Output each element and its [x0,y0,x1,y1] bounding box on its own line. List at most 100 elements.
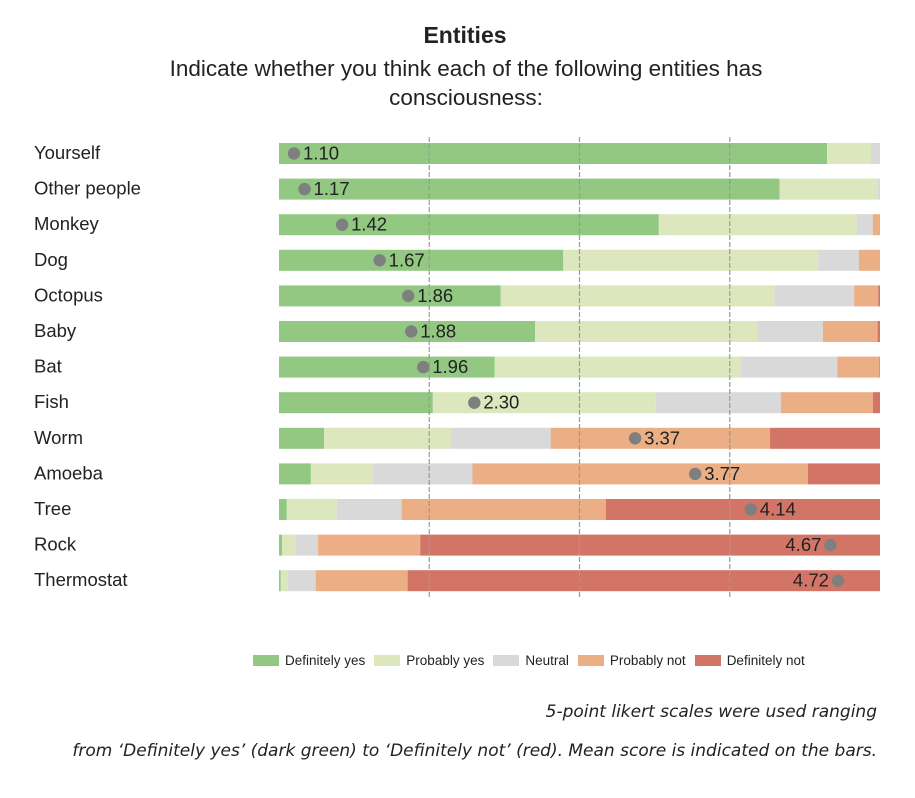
mean-marker [824,538,837,552]
category-label: Tree [34,498,71,519]
legend-swatch [577,655,604,666]
bar-segment-probably-yes [500,285,775,307]
bar-segment-definitely-not [407,570,880,592]
category-label: Fish [34,391,69,412]
bar-segment-probably-not [318,534,421,556]
category-label: Rock [34,534,77,555]
mean-label: 4.14 [760,499,796,520]
bar-segment-neutral [818,249,859,271]
bar-segment-probably-yes [494,356,741,378]
bar-segment-probably-yes [280,570,289,592]
legend-label: Probably yes [406,653,485,668]
mean-marker [831,574,845,587]
bar-segment-probably-not [472,463,808,485]
mean-marker [373,254,386,267]
chart-subtitle: Indicate whether you think each of the f… [169,56,763,110]
mean-label: 1.86 [417,285,453,306]
bar-segment-probably-yes [324,427,451,449]
legend-label: Neutral [525,653,569,668]
mean-markers-group: 1.10 1.171.421.67 1.86 1.88 1.96 2.30 3.37 3.77… [287,143,845,591]
bar-segment-probably-not [858,249,880,271]
mean-label: 3.77 [704,463,740,484]
bar-segment-definitely-not [879,356,880,378]
legend-swatch [694,655,721,666]
mean-label: 2.30 [483,392,519,413]
bar-segment-neutral [740,356,838,378]
category-label: Amoeba [34,462,104,483]
bar-segment-definitely-yes [279,249,564,271]
mean-marker [405,325,418,338]
bar-segment-probably-yes [563,249,819,271]
category-label: Yourself [34,142,101,163]
bar-segment-neutral [870,143,880,164]
bar-segment-probably-not [550,427,771,449]
bar-segment-definitely-yes [279,463,311,485]
category-label: Worm [34,427,83,448]
bar-segment-neutral [295,534,319,556]
legend-item: Definitely not [694,653,805,668]
mean-marker [628,432,642,445]
bar-segment-definitely-yes [279,499,287,520]
mean-marker [287,147,301,160]
mean-label: 4.67 [785,534,821,555]
category-label: Other people [34,178,141,199]
bar-segment-definitely-not [872,392,880,414]
footnote-line-2: from ‘Definitely yes’ (dark green) to ‘D… [72,741,877,761]
legend-item: Probably yes [374,653,484,668]
bars-group [279,143,880,592]
bar-segment-definitely-yes [279,392,433,414]
bar-segment-probably-yes [286,499,337,520]
bar-segment-probably-yes [432,392,656,414]
bar-segment-probably-not [822,321,878,342]
bar-segment-probably-not [837,356,880,378]
bar-segment-definitely-not [878,285,880,307]
bar-segment-probably-not [780,392,873,414]
mean-label: 1.88 [420,321,456,342]
bar-segment-neutral [372,463,473,485]
bar-segment-neutral [877,178,880,200]
legend-label: Definitely yes [285,653,366,668]
category-label: Dog [34,249,68,270]
legend-item: Definitely yes [253,653,365,668]
bar-segment-definitely-not [770,427,880,449]
bar-segment-neutral [655,392,781,414]
mean-marker [688,467,702,481]
bar-segment-definitely-yes [279,178,780,200]
legend-swatch [493,655,520,666]
mean-marker [298,182,311,196]
bar-segment-neutral [757,321,823,342]
legend-item: Neutral [493,653,569,668]
category-label: Thermostat [34,569,128,590]
bar-segment-definitely-yes [279,356,495,378]
chart-legend: Definitely yes Probably yes Neutral Probabl… [253,653,805,668]
bar-segment-neutral [450,427,551,449]
mean-label: 3.37 [644,427,680,448]
mean-marker [468,396,481,409]
bar-segment-probably-not [854,285,879,307]
legend-label: Probably not [609,653,686,668]
legend-swatch [374,655,401,666]
category-label: Octopus [34,284,103,305]
legend-item: Probably not [577,653,686,668]
bar-segment-definitely-yes [279,143,828,164]
bar-segment-probably-yes [282,534,296,556]
bar-segment-definitely-not [605,499,880,520]
bar-segment-probably-not [872,214,880,236]
mean-marker [335,218,349,231]
bar-segment-probably-yes [779,178,878,200]
bar-segment-definitely-yes [279,214,659,236]
category-label: Baby [34,320,77,341]
mean-marker [417,360,430,374]
legend-label: Definitely not [726,653,805,668]
chart-title: Entities [423,22,507,48]
bar-segment-definitely-not [420,534,880,556]
mean-label: 4.72 [793,570,829,591]
bar-segment-neutral [856,214,873,236]
bar-segment-probably-not [401,499,606,520]
bar-segment-definitely-yes [279,427,325,449]
bar-segment-neutral [288,570,316,592]
bar-segment-neutral [774,285,855,307]
bar-segment-probably-yes [310,463,373,485]
mean-label: 1.42 [351,214,387,235]
category-label: Monkey [34,213,100,234]
